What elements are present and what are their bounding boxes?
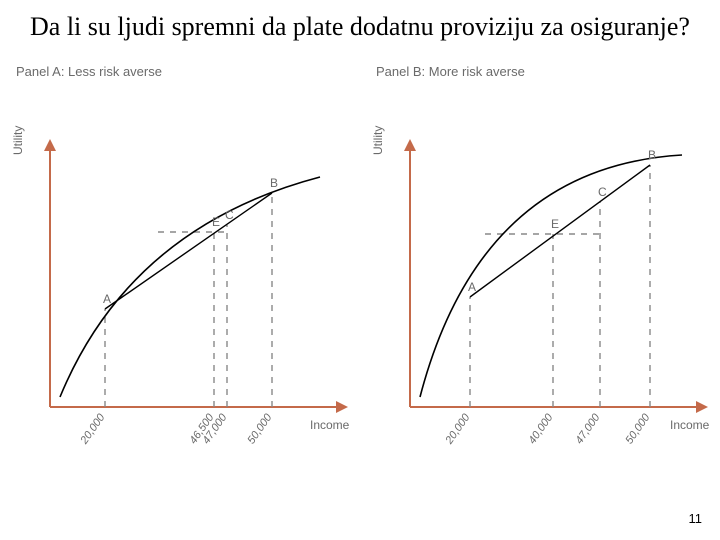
- svg-text:50,000: 50,000: [623, 411, 653, 446]
- panel-a-title: Panel A: Less risk averse: [16, 64, 350, 79]
- svg-text:50,000: 50,000: [245, 411, 275, 446]
- svg-text:B: B: [648, 148, 656, 162]
- svg-text:A: A: [468, 280, 476, 294]
- page-number: 11: [689, 511, 703, 526]
- slide-title: Da li su ljudi spremni da plate dodatnu …: [0, 0, 720, 46]
- panel-a: Panel A: Less risk averse Utility Income A…: [10, 64, 350, 447]
- svg-text:Utility: Utility: [371, 126, 385, 155]
- svg-text:20,000: 20,000: [443, 411, 473, 447]
- svg-text:40,000: 40,000: [526, 411, 556, 446]
- svg-text:C: C: [225, 208, 234, 222]
- svg-text:47,000: 47,000: [573, 411, 603, 446]
- panels-container: Panel A: Less risk averse Utility Income A…: [0, 46, 720, 447]
- svg-text:20,000: 20,000: [78, 411, 108, 447]
- panel-a-chart: UtilityIncomeAECB20,00046,50047,00050,00…: [10, 87, 350, 447]
- svg-text:Income: Income: [670, 418, 710, 432]
- svg-text:A: A: [103, 292, 111, 306]
- svg-text:C: C: [598, 185, 607, 199]
- svg-text:B: B: [270, 176, 278, 190]
- svg-text:E: E: [551, 217, 559, 231]
- svg-text:Income: Income: [310, 418, 350, 432]
- svg-text:E: E: [212, 215, 220, 229]
- svg-text:Utility: Utility: [11, 126, 25, 155]
- panel-b-chart: Utility Income A E C B 20,000 40,000 47,000 50,00…: [370, 87, 710, 447]
- panel-b: Panel B: More risk averse Utility Income A…: [370, 64, 710, 447]
- panel-b-title: Panel B: More risk averse: [376, 64, 710, 79]
